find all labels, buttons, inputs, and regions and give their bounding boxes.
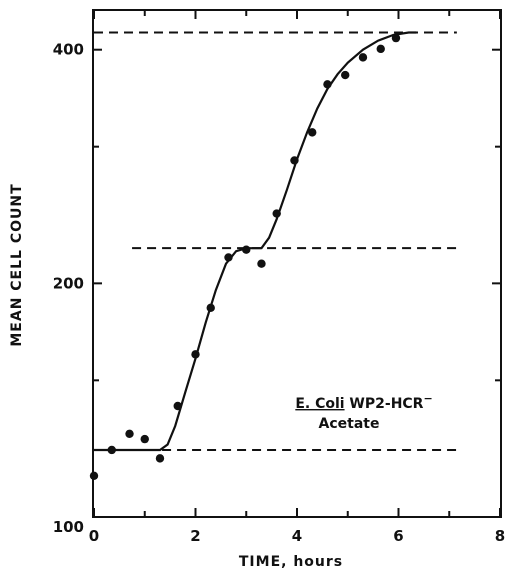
- annotation-organism: E. Coli: [295, 396, 344, 412]
- annotation-line-1: E. Coli WP2-HCR−: [295, 392, 432, 412]
- data-point: [242, 245, 251, 254]
- data-point: [125, 429, 134, 438]
- data-point: [323, 80, 332, 89]
- x-tick-label: 8: [495, 527, 505, 545]
- y-tick-label: 200: [53, 274, 84, 292]
- data-point: [107, 445, 116, 455]
- data-point: [376, 44, 385, 54]
- annotation-strain: WP2-HCR: [345, 396, 424, 412]
- annotation-superscript: −: [423, 392, 432, 405]
- data-point: [224, 253, 233, 262]
- data-point: [308, 128, 317, 137]
- data-point: [155, 454, 165, 463]
- data-point: [257, 259, 266, 268]
- data-point: [140, 434, 149, 444]
- x-tick-label: 6: [393, 527, 403, 545]
- fit-curve: [94, 31, 417, 452]
- annotation-line-2: Acetate: [319, 416, 380, 432]
- data-point: [272, 209, 281, 218]
- data-point: [290, 156, 299, 165]
- data-point: [206, 303, 215, 313]
- data-point: [191, 350, 200, 359]
- data-point: [89, 471, 99, 481]
- data-point: [391, 33, 401, 43]
- data-point: [341, 70, 350, 80]
- x-tick-label: 0: [89, 527, 99, 545]
- x-tick-label: 4: [292, 527, 302, 545]
- x-tick-label: 2: [190, 527, 200, 545]
- plot-frame: [92, 9, 502, 518]
- y-tick-label: 100: [53, 518, 84, 536]
- x-axis-title: TIME, hours: [239, 554, 343, 570]
- y-tick-label: 400: [53, 41, 84, 59]
- y-axis-title: MEAN CELL COUNT: [9, 183, 25, 346]
- data-point: [173, 401, 182, 411]
- data-point: [358, 53, 368, 62]
